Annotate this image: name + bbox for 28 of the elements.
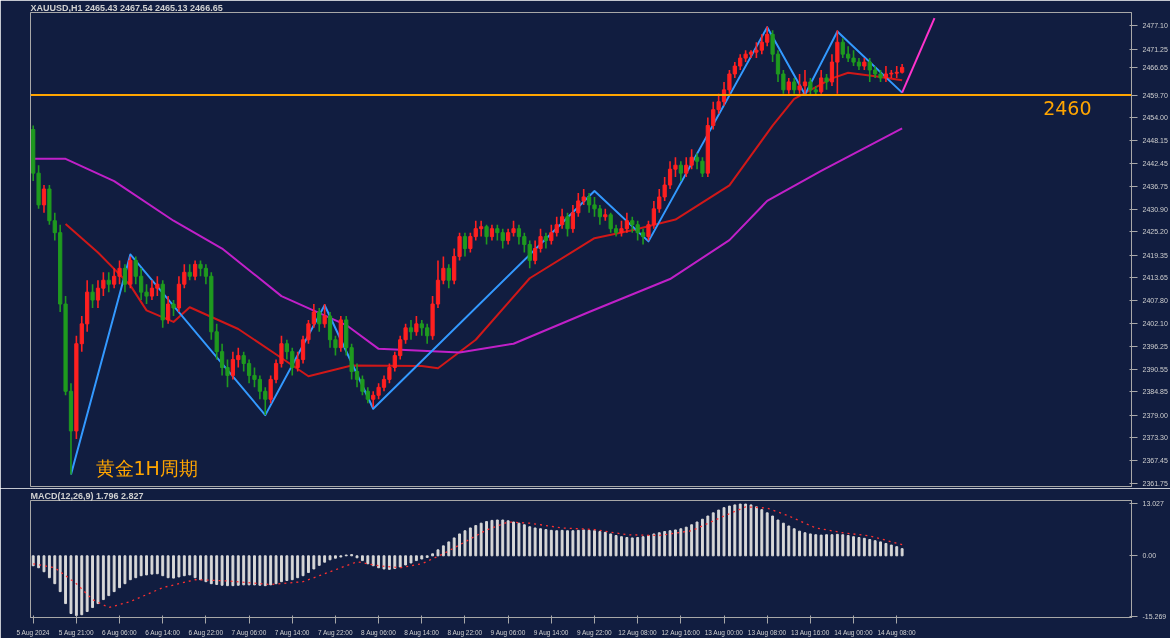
candlestick <box>192 259 198 282</box>
candlestick <box>462 231 468 258</box>
candlestick <box>117 259 122 286</box>
candlestick <box>819 69 824 95</box>
candlestick <box>122 263 128 293</box>
line-series <box>32 506 903 609</box>
candlestick <box>484 223 489 246</box>
line-series <box>69 26 904 476</box>
candlestick <box>408 319 414 341</box>
candlestick <box>565 212 570 238</box>
chart-title: MACD(12,26,9) 1.796 2.827 <box>30 490 144 501</box>
ref-line-label: 2460 <box>1043 97 1092 119</box>
candlestick <box>678 160 683 182</box>
candlestick <box>414 315 419 337</box>
candlestick <box>322 303 327 329</box>
annotation: 黄金1H周期 <box>95 456 198 479</box>
candlestick <box>603 208 608 222</box>
candlestick <box>446 263 451 289</box>
chart-title: XAUUSD,H1 2465.43 2467.54 2465.13 2466.65 <box>30 2 223 13</box>
candlestick <box>106 271 111 293</box>
line-series <box>32 127 904 354</box>
candlestick <box>41 184 47 214</box>
candlestick <box>90 283 95 309</box>
candlestick <box>128 255 133 289</box>
candlestick <box>166 295 171 325</box>
candlestick <box>317 307 322 333</box>
candlestick <box>112 267 117 289</box>
candlestick <box>673 156 678 178</box>
